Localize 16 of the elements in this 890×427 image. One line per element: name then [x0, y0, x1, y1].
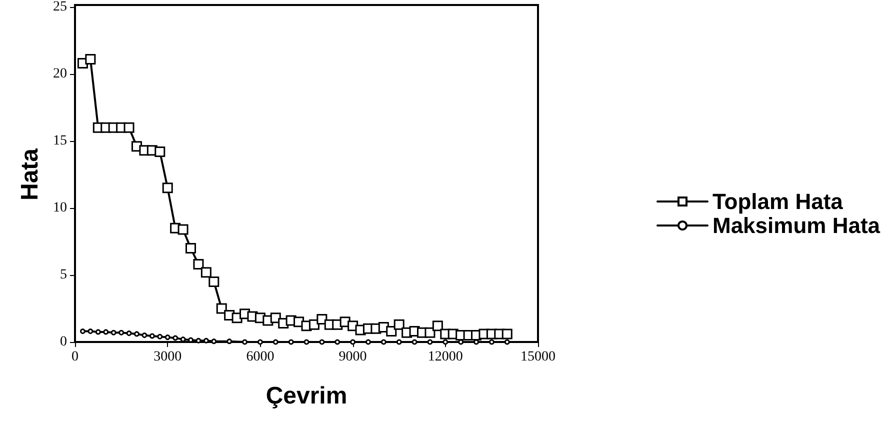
legend-label: Toplam Hata [712, 189, 844, 214]
y-tick-label: 15 [53, 134, 67, 148]
x-tick-label: 0 [72, 350, 78, 364]
y-tick-label: 10 [53, 200, 67, 216]
y-axis-title: Hata [16, 148, 44, 201]
x-tick-label: 3000 [154, 350, 182, 364]
y-tick-label: 25 [53, 0, 67, 14]
x-tick-label: 9000 [338, 350, 367, 364]
x-tick-label: 6000 [246, 350, 274, 364]
x-axis-title: Çevrim [266, 382, 348, 410]
y-tick-label: 0 [60, 334, 67, 350]
y-tick-label: 20 [53, 66, 67, 82]
y-tick-label: 5 [60, 268, 67, 282]
legend-label: Maksimum Hata [712, 213, 881, 238]
x-tick-label: 12000 [428, 350, 463, 364]
x-tick-label: 15000 [520, 350, 556, 364]
